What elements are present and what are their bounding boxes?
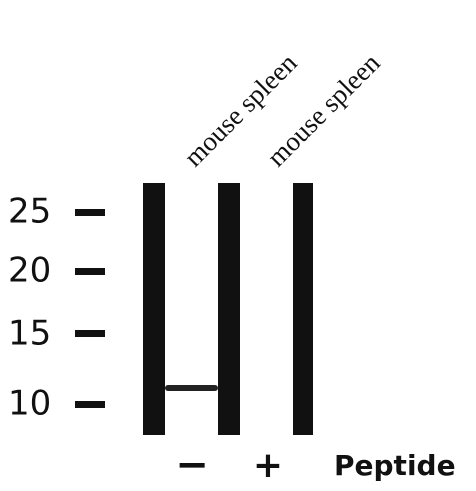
marker-dash — [75, 268, 105, 275]
marker-dash — [75, 401, 105, 408]
marker-dash — [75, 209, 105, 216]
marker-label: 25 — [8, 192, 51, 232]
lane-edge — [143, 183, 165, 435]
marker-label: 10 — [8, 384, 51, 424]
peptide-label: Peptide — [334, 449, 456, 482]
peptide-sign: − — [175, 442, 209, 488]
lane-edge — [218, 183, 240, 435]
marker-dash — [75, 330, 105, 337]
marker-label: 15 — [8, 314, 51, 354]
western-blot: 25 20 15 10 mouse spleen mouse spleen − … — [0, 0, 476, 491]
marker-label: 20 — [8, 251, 51, 291]
lane-edge — [293, 183, 313, 435]
protein-band — [165, 385, 218, 391]
peptide-sign: + — [253, 445, 283, 486]
